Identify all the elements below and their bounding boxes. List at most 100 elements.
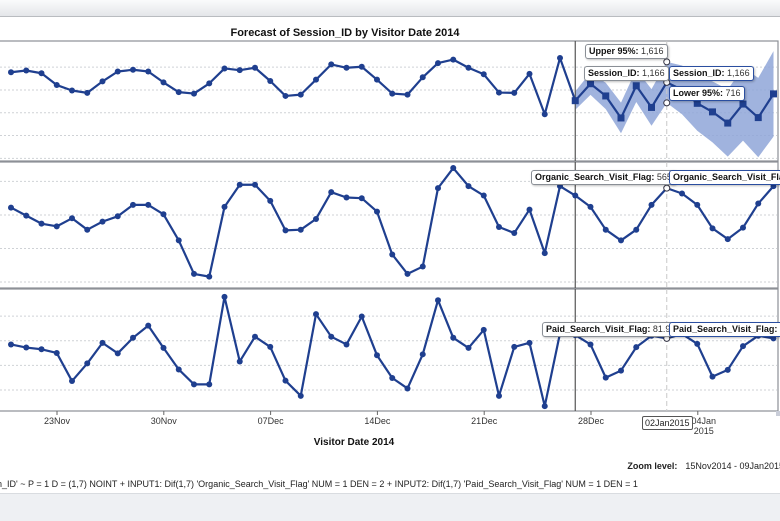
data-point <box>297 91 304 98</box>
data-point <box>236 67 243 74</box>
x-tick-label: 30Nov <box>150 416 177 426</box>
data-point <box>160 344 167 351</box>
data-point <box>145 201 152 208</box>
data-point <box>541 111 548 118</box>
forecast-point <box>632 82 640 90</box>
data-point <box>435 185 441 192</box>
data-point <box>389 374 396 381</box>
data-point <box>328 333 335 340</box>
data-point <box>252 181 258 188</box>
data-point <box>328 61 335 68</box>
data-point <box>221 293 228 300</box>
forecast-point <box>571 97 579 105</box>
data-point <box>450 165 457 172</box>
data-point <box>267 197 274 204</box>
data-point <box>267 343 274 350</box>
x-tick-label: 07Dec <box>257 416 284 426</box>
data-point <box>450 334 457 341</box>
data-point <box>191 381 197 388</box>
forecast-point <box>770 90 777 98</box>
data-point <box>526 206 533 213</box>
data-point <box>114 350 121 357</box>
data-point <box>191 270 197 277</box>
data-point <box>343 341 350 348</box>
confidence-band-95 <box>575 51 774 158</box>
data-point <box>450 56 457 63</box>
data-point <box>374 76 380 83</box>
data-point <box>175 366 182 373</box>
data-point <box>709 373 716 380</box>
data-point <box>191 90 197 97</box>
data-point <box>694 340 701 347</box>
data-point <box>69 378 75 385</box>
data-point <box>526 70 533 77</box>
x-tick-label: 14Dec <box>364 416 391 426</box>
scrollbar-thumb[interactable] <box>776 411 780 416</box>
data-point <box>526 339 533 346</box>
data-point <box>465 344 472 351</box>
data-point <box>419 74 426 81</box>
x-tick-label: 21Dec <box>471 416 498 426</box>
data-point <box>389 251 396 258</box>
data-point <box>343 64 350 71</box>
data-point <box>587 203 594 210</box>
data-point <box>221 65 228 72</box>
data-point <box>541 403 548 410</box>
forecast-point <box>709 108 716 116</box>
forecast-point <box>602 92 610 100</box>
x-tick-label: 04Jan 2015 <box>691 416 717 436</box>
data-point <box>389 90 396 97</box>
tooltip-organic-left: Organic_Search_Visit_Flag: 565 <box>531 170 676 185</box>
forecast-point <box>724 119 732 127</box>
data-point <box>587 341 594 348</box>
data-point <box>99 78 106 85</box>
data-point <box>267 77 274 84</box>
zoom-level-label: Zoom level: <box>627 461 678 471</box>
data-point <box>236 358 243 365</box>
data-point <box>618 367 624 374</box>
data-point <box>541 250 548 257</box>
data-point <box>282 227 289 234</box>
data-point <box>435 297 441 304</box>
data-point <box>755 200 762 207</box>
data-point <box>53 349 60 356</box>
data-point <box>358 195 365 202</box>
data-point <box>99 339 106 346</box>
selected-date-label: 02Jan2015 <box>642 416 693 430</box>
data-point <box>206 381 213 388</box>
panel-frame <box>0 288 779 412</box>
data-point <box>282 377 289 384</box>
data-point <box>496 224 502 231</box>
data-point <box>8 69 14 76</box>
data-point <box>511 343 518 350</box>
data-point <box>84 360 91 367</box>
data-point <box>38 346 45 353</box>
data-point <box>114 213 121 220</box>
chart-title: Forecast of Session_ID by Visitor Date 2… <box>230 27 460 39</box>
data-point <box>557 55 563 62</box>
data-point <box>694 201 701 208</box>
forecast-point <box>587 80 594 88</box>
data-point <box>404 270 411 277</box>
data-point <box>175 89 182 96</box>
data-point <box>297 226 304 233</box>
tooltip-paid-right: Paid_Search_Visit_Flag: 81.9 <box>669 322 780 337</box>
data-point <box>206 80 213 87</box>
data-point <box>419 351 426 358</box>
data-point <box>130 201 136 208</box>
data-point <box>252 64 258 71</box>
data-point <box>313 76 319 83</box>
data-point <box>130 334 136 341</box>
data-point <box>572 192 579 199</box>
data-point <box>313 311 319 318</box>
forecast-point <box>617 114 625 122</box>
data-point <box>480 192 487 199</box>
data-point <box>480 71 487 78</box>
x-tick-label: 28Dec <box>577 416 605 426</box>
zoom-level: Zoom level: 15Nov2014 - 09Jan2015 <box>627 461 780 471</box>
data-point <box>313 215 319 222</box>
data-point <box>328 189 335 196</box>
data-point <box>23 212 30 219</box>
data-point <box>618 237 624 244</box>
forecast-point <box>648 103 655 111</box>
